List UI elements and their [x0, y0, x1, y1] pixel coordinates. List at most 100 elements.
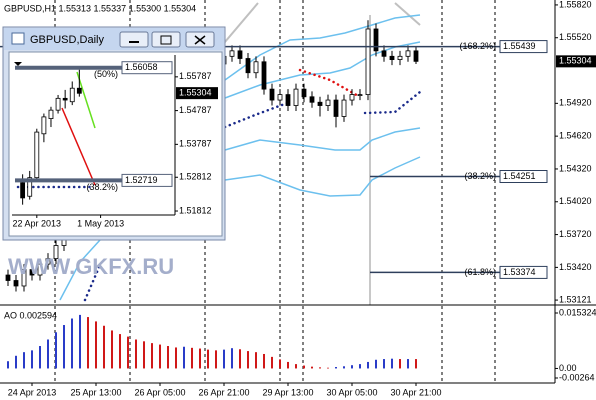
ao-bar — [71, 318, 73, 369]
ao-bar — [7, 361, 9, 369]
candle-body — [293, 88, 299, 106]
x-tick-label: 26 Apr 05:00 — [134, 387, 185, 397]
ao-bar — [231, 348, 233, 369]
envelope — [224, 127, 421, 151]
ao-bar — [111, 330, 113, 369]
level-label-box — [121, 173, 173, 187]
maximize-button[interactable] — [151, 31, 181, 48]
candle-body — [301, 88, 307, 98]
sar-dots — [363, 90, 422, 115]
ao-bar — [143, 341, 145, 369]
ao-bar — [199, 348, 201, 369]
envelope — [224, 156, 421, 197]
candle-body — [373, 28, 379, 52]
indicator-title: AO 0.002594 — [4, 310, 57, 320]
ao-bar — [55, 332, 57, 369]
ao-bar — [311, 366, 313, 369]
candle-body — [341, 99, 347, 117]
minimize-button[interactable] — [119, 31, 149, 48]
ao-bar — [151, 343, 153, 369]
level-percent: (61.8%) — [464, 267, 496, 277]
level-price: 1.55439 — [503, 41, 536, 51]
envelope — [224, 41, 421, 99]
ao-bar — [87, 317, 89, 369]
candle-body — [277, 94, 283, 101]
envelope — [224, 14, 421, 81]
y-tick-label: 1.54920 — [559, 98, 592, 108]
candle-body — [269, 88, 275, 101]
ao-bar — [335, 367, 337, 369]
ao-bar — [191, 347, 193, 369]
ao-bar — [127, 336, 129, 369]
y-tick-label: 1.55787 — [179, 71, 212, 81]
ao-bar — [31, 350, 33, 369]
level-label-box — [499, 265, 548, 279]
candle-body — [55, 97, 61, 111]
candle-body — [389, 55, 395, 61]
fib-line — [76, 71, 96, 129]
candle-body — [325, 99, 331, 106]
ao-bar — [223, 349, 225, 369]
y-tick-label: 1.51812 — [179, 205, 212, 215]
ao-bar — [255, 352, 257, 369]
candle-body — [69, 87, 75, 103]
y-tick-label: 1.53121 — [559, 294, 592, 304]
x-tick-label: 30 Apr 21:00 — [390, 387, 441, 397]
current-price-tag — [176, 87, 218, 100]
x-tick-label: 29 Apr 13:00 — [262, 387, 313, 397]
ao-panel: 0.015324 0.00-0.00264 AO 0.002594 — [4, 307, 596, 382]
y-tick-label: 1.54320 — [559, 163, 592, 173]
ao-bar — [135, 339, 137, 369]
ao-bar — [407, 359, 409, 369]
x-tick-label: 25 Apr 13:00 — [70, 387, 121, 397]
ao-bar — [79, 314, 81, 369]
x-tick-label: 1 May 2013 — [77, 218, 124, 228]
candle-body — [237, 50, 243, 59]
level-percent: (38.2%) — [86, 182, 118, 192]
candle-body — [48, 109, 54, 119]
candle-body — [53, 245, 59, 260]
y-tick-label: 1.55520 — [559, 32, 592, 42]
ao-bar — [247, 351, 249, 369]
level-percent: (38.2%) — [464, 171, 496, 181]
window-icon — [11, 32, 25, 45]
candle-body — [357, 94, 363, 96]
level-price: 1.56058 — [125, 62, 158, 72]
y-tick-label: 0.00 — [559, 363, 577, 373]
current-price-tag — [556, 55, 596, 68]
ao-bar — [39, 346, 41, 369]
shift-marker — [14, 62, 22, 66]
chart-title: GBPUSD,H1 1.55313 1.55337 1.55300 1.5530… — [4, 3, 196, 13]
candle-body — [405, 50, 411, 57]
candle-body — [413, 50, 419, 62]
y-tick-label: 1.52812 — [179, 172, 212, 182]
ao-bar — [95, 321, 97, 369]
level-label-box — [499, 40, 548, 54]
y-tick-label: 0.015324 — [559, 307, 596, 317]
level-percent: (168.2%) — [459, 41, 496, 51]
ao-bar — [351, 365, 353, 369]
ao-bar — [367, 361, 369, 369]
ao-bar — [271, 356, 273, 369]
envelope — [59, 239, 101, 301]
fib-line — [61, 107, 96, 186]
candle-body — [5, 274, 11, 281]
candle-body — [76, 87, 82, 94]
candle-body — [229, 50, 235, 57]
ao-bar — [15, 355, 17, 369]
ao-bar — [319, 367, 321, 369]
candle-body — [333, 99, 339, 117]
window-title: GBPUSD,Daily — [30, 34, 104, 46]
ao-bar — [343, 366, 345, 369]
candle-body — [34, 131, 40, 179]
sar-dots — [298, 68, 362, 99]
ao-bar — [167, 346, 169, 369]
y-tick-label: 1.53787 — [179, 139, 212, 149]
ao-bar — [63, 325, 65, 369]
candle-body — [21, 269, 27, 287]
level-percent: (50%) — [94, 69, 118, 79]
candle-body — [41, 116, 47, 135]
candle-body — [20, 182, 26, 199]
y-tick-label: 1.53420 — [559, 262, 592, 272]
